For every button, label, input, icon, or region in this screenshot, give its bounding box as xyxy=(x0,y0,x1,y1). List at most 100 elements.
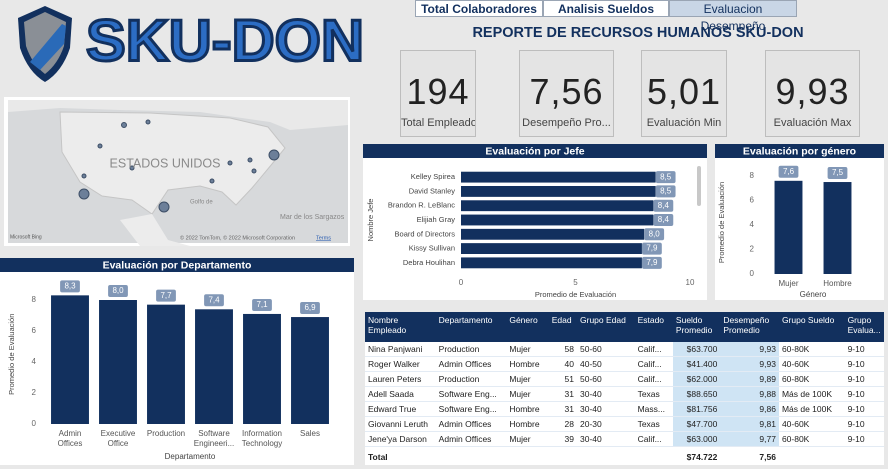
y-tick-label: 0 xyxy=(32,419,37,428)
map-terms[interactable]: Terms xyxy=(316,235,331,241)
map: ESTADOS UNIDOS Golfo de Mar de los Sarga… xyxy=(4,97,350,246)
bar xyxy=(774,180,803,274)
map-point xyxy=(81,173,87,179)
table-cell: $88.650 xyxy=(672,386,721,402)
y-tick-label: Elijiah Gray xyxy=(417,215,456,224)
value-label: 8,3 xyxy=(64,281,76,290)
bar xyxy=(461,228,645,240)
value-label-box xyxy=(642,256,662,269)
kpi-value: 7,56 xyxy=(529,71,604,112)
value-label: 7,4 xyxy=(208,295,220,304)
table-cell: 60-80K xyxy=(778,371,845,387)
table-cell: Hombre xyxy=(506,401,549,417)
bar xyxy=(461,243,642,254)
total-cell: Total xyxy=(365,446,436,464)
column-header[interactable]: Sueldo Promedio xyxy=(672,312,721,342)
table-cell: 50-60 xyxy=(577,371,635,387)
table-cell: 40-60K xyxy=(778,356,845,372)
column-header[interactable]: Género xyxy=(506,312,549,342)
chart-header xyxy=(363,144,707,158)
empty-cell xyxy=(435,446,507,464)
y-tick-label: 4 xyxy=(750,220,755,229)
empty-cell xyxy=(577,446,635,464)
kpi-label: Evaluación Max xyxy=(773,117,852,129)
x-tick-label: 10 xyxy=(686,278,695,287)
table-cell: Edward True xyxy=(365,401,436,417)
x-axis-label: Departamento xyxy=(165,452,216,461)
value-label-box xyxy=(653,199,674,212)
column-header[interactable]: Departamento xyxy=(435,312,507,342)
table-cell: 30-40 xyxy=(577,386,635,402)
kpi-card: 7,56 Desempeño Pro... xyxy=(519,50,614,137)
column-header[interactable]: Desempeño Promedio xyxy=(720,312,779,342)
map-point xyxy=(129,165,135,171)
x-tick-label: 0 xyxy=(459,278,464,287)
value-label-box xyxy=(156,289,176,302)
map-points xyxy=(78,119,280,213)
table-cell: Nina Panjwani xyxy=(365,342,436,357)
chart-title: Evaluación por Departamento xyxy=(103,259,252,271)
table: Nombre Empleado Departamento Género Edad Gru… xyxy=(365,312,884,464)
y-tick-label: Debra Houlihan xyxy=(403,258,455,267)
bar xyxy=(147,304,185,424)
table-cell: 30-40 xyxy=(577,431,635,447)
table-cell: Mass... xyxy=(634,401,673,417)
x-tick-label: Mujer xyxy=(778,279,799,288)
table-cell: Calif... xyxy=(634,342,673,357)
table-cell: 58 xyxy=(548,342,578,357)
chart-title: Evaluación por Jefe xyxy=(485,145,584,157)
table-cell: 9,77 xyxy=(720,431,779,447)
y-axis-label: Promedio de Evaluación xyxy=(717,182,726,263)
value-label-box xyxy=(653,214,674,226)
table-cell: $81.756 xyxy=(672,401,721,417)
column-header[interactable]: Grupo Edad xyxy=(577,312,635,342)
column-header[interactable]: Nombre Empleado xyxy=(365,312,436,342)
column-header[interactable]: Estado xyxy=(634,312,673,342)
map-point xyxy=(78,188,90,200)
tab[interactable]: Total Colaboradores xyxy=(415,0,543,17)
map-provider: Microsoft Bing xyxy=(10,234,42,240)
y-tick-label: Kissy Sullivan xyxy=(409,244,455,253)
tab[interactable]: Analisis Sueldos xyxy=(543,0,669,17)
value-label-box xyxy=(644,228,665,241)
table-cell: 9,93 xyxy=(720,342,779,357)
map-point xyxy=(121,122,127,128)
map-point xyxy=(227,160,233,166)
table-cell: Jene'ya Darson xyxy=(365,431,436,447)
table-cell: 9,81 xyxy=(720,416,779,432)
map-point xyxy=(209,178,215,184)
table-cell: Roger Walker xyxy=(365,356,436,372)
value-label-box xyxy=(642,242,662,255)
y-axis-label: Promedio de Evaluación xyxy=(7,314,16,395)
column-header[interactable]: Grupo Sueldo xyxy=(778,312,845,342)
value-label-box xyxy=(204,294,224,307)
table-cell: Hombre xyxy=(506,416,549,432)
tab[interactable]: Evaluacion Desempeño xyxy=(669,0,797,33)
table-cell: 9-10 xyxy=(844,401,884,417)
table-row: Jene'ya Darson Admin Offices Mujer 39 30-40 C… xyxy=(365,431,884,447)
table-cell: Mujer xyxy=(506,371,549,387)
table-cell: 9-10 xyxy=(844,386,884,402)
chart-header xyxy=(715,144,884,158)
table-cell: 40 xyxy=(548,356,578,372)
table-cell: Software Eng... xyxy=(435,401,507,417)
table-cell: Calif... xyxy=(634,431,673,447)
table-cell: Admin Offices xyxy=(435,356,507,372)
x-tick-label: Admin Offices xyxy=(57,429,83,448)
kpi-label: Evaluación Min xyxy=(646,117,722,129)
chart-header xyxy=(0,258,354,272)
map-point xyxy=(158,201,170,213)
value-label-box xyxy=(827,167,848,180)
table-cell: Calif... xyxy=(634,371,673,387)
table-panel: Nombre Empleado Departamento Género Edad Gru… xyxy=(365,312,884,465)
table-cell: 9-10 xyxy=(844,371,884,387)
report-title: REPORTE DE RECURSOS HUMANOS SKU-DON xyxy=(472,25,803,41)
column-header[interactable]: Edad xyxy=(548,312,578,342)
y-tick-label: David Stanley xyxy=(409,186,456,195)
column-header[interactable]: Grupo Evalua... xyxy=(844,312,884,342)
value-label: 7,9 xyxy=(646,244,658,253)
kpi-card: 9,93 Evaluación Max xyxy=(765,50,860,137)
table-cell: 9-10 xyxy=(844,342,884,357)
shield-stripe xyxy=(30,24,66,70)
